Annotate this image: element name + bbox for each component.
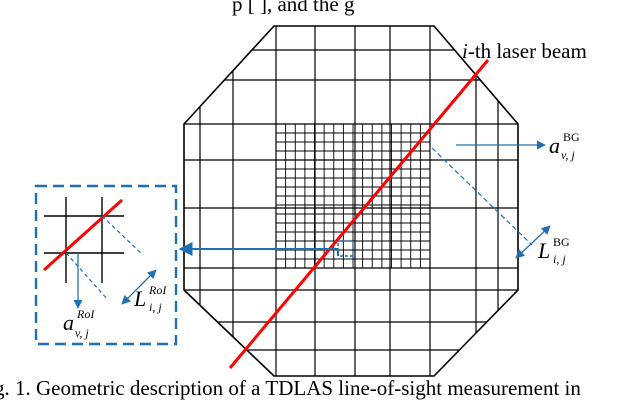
top-text-fragment: p [ ], and the g xyxy=(232,0,355,16)
svg-text:BG: BG xyxy=(553,235,570,249)
zoom-inset xyxy=(34,184,178,346)
svg-text:BG: BG xyxy=(563,130,580,144)
bg-annotation xyxy=(431,140,551,259)
a-roi-label: a RoI v, j xyxy=(63,307,95,340)
zoom-connector xyxy=(178,242,339,256)
figure-caption: g. 1. Geometric description of a TDLAS l… xyxy=(0,376,581,400)
svg-text:i, j: i, j xyxy=(553,252,566,266)
a-bg-label: a BG v, j xyxy=(549,130,580,162)
laser-beam xyxy=(228,59,490,369)
roi-marker xyxy=(337,240,354,257)
svg-text:RoI: RoI xyxy=(76,307,95,321)
svg-text:i, j: i, j xyxy=(149,300,162,314)
octagon-boundary xyxy=(183,25,519,377)
fine-grid xyxy=(275,123,431,269)
l-roi-label: L RoI i, j xyxy=(133,283,167,314)
l-bg-label: L BG i, j xyxy=(537,235,570,266)
svg-text:a: a xyxy=(549,133,560,158)
svg-text:L: L xyxy=(133,286,146,311)
svg-text:v, j: v, j xyxy=(75,326,89,340)
svg-text:v, j: v, j xyxy=(561,148,575,162)
svg-text:RoI: RoI xyxy=(148,283,167,297)
svg-text:a: a xyxy=(63,310,74,335)
svg-text:L: L xyxy=(537,238,550,263)
laser-beam-label: i-th laser beam xyxy=(462,39,587,63)
